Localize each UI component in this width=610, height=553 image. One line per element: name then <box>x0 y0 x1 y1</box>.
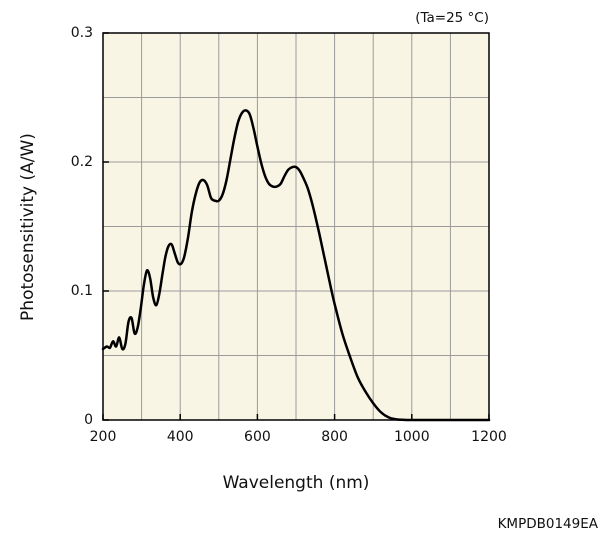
plot-border <box>102 32 490 421</box>
diagram-code: KMPDB0149EA <box>498 516 599 532</box>
y-tick-label: 0.2 <box>71 154 93 170</box>
tick-marks <box>102 32 490 421</box>
x-axis-label: Wavelength (nm) <box>223 473 370 493</box>
x-tick-label: 1000 <box>394 429 430 445</box>
x-tick-label: 800 <box>321 429 348 445</box>
y-axis-label: Photosensitivity (A/W) <box>18 133 38 321</box>
y-tick-label: 0.3 <box>71 25 93 41</box>
y-tick-labels: 0 0.1 0.2 0.3 <box>71 25 93 428</box>
x-tick-labels: 200 400 600 800 1000 1200 <box>90 429 507 445</box>
x-tick-label: 400 <box>167 429 194 445</box>
y-tick-label: 0.1 <box>71 283 93 299</box>
x-tick-label: 200 <box>90 429 117 445</box>
y-tick-label: 0 <box>84 412 93 428</box>
x-tick-label: 1200 <box>471 429 507 445</box>
photosensitivity-line <box>101 109 491 422</box>
condition-label: (Ta=25 °C) <box>415 10 489 26</box>
x-tick-label: 600 <box>244 429 271 445</box>
grid <box>103 33 489 420</box>
